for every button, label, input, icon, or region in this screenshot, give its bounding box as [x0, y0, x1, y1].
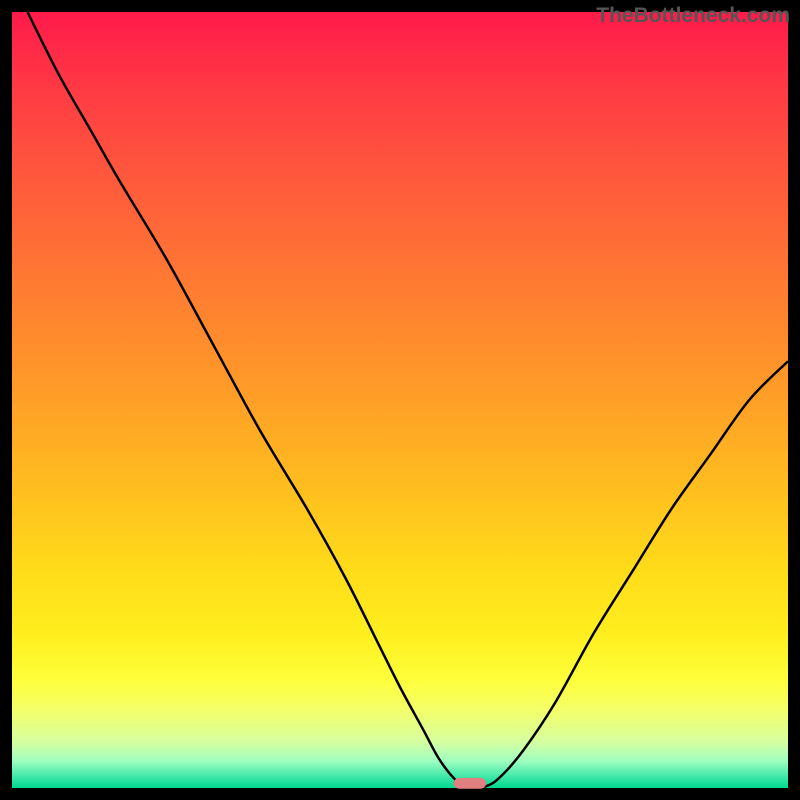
- bottleneck-chart: TheBottleneck.com: [0, 0, 800, 800]
- chart-plot-area: [12, 12, 788, 788]
- chart-svg: [0, 0, 800, 800]
- watermark-text: TheBottleneck.com: [596, 4, 790, 28]
- optimal-marker: [454, 778, 487, 789]
